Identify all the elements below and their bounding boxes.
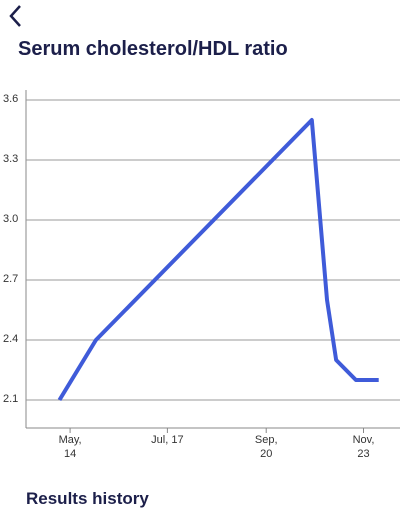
data-line bbox=[57, 118, 379, 402]
y-tick-label: 2.4 bbox=[3, 333, 18, 345]
page-title: Serum cholesterol/HDL ratio bbox=[18, 38, 288, 60]
y-tick-label: 3.6 bbox=[3, 93, 18, 105]
y-tick-label: 3.3 bbox=[3, 153, 18, 165]
x-tick-label: Nov, 23 bbox=[352, 434, 375, 460]
y-tick-label: 2.1 bbox=[3, 393, 18, 405]
y-tick-label: 3.0 bbox=[3, 213, 18, 225]
back-button[interactable] bbox=[9, 5, 21, 27]
y-tick-label: 2.7 bbox=[3, 273, 18, 285]
x-tick-label: Jul, 17 bbox=[151, 434, 184, 446]
x-tick-label: Sep, 20 bbox=[254, 434, 278, 460]
section-title: Results history bbox=[26, 489, 149, 508]
x-tick-label: May, 14 bbox=[58, 434, 82, 460]
